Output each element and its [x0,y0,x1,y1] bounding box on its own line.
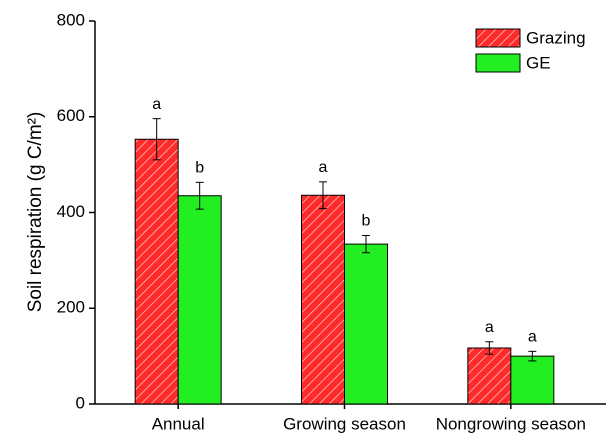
significance-letter: a [485,319,494,336]
bar [301,194,345,405]
y-tick-label: 400 [57,202,85,221]
error-bar [195,181,204,210]
y-axis-label: Soil respiration (g C/m²) [25,112,46,313]
bar [467,347,512,405]
y-tick-label: 0 [76,393,85,412]
error-bar [485,341,494,355]
significance-letter: a [152,96,161,113]
x-tick-label: Growing season [283,414,406,433]
legend-label: Grazing [526,28,586,47]
error-bar [362,234,370,254]
y-tick-label: 800 [57,10,85,29]
significance-letter: a [528,329,537,346]
legend-swatch [475,53,521,73]
x-tick-label: Nongrowing season [436,414,586,433]
bar [177,195,222,405]
bar [344,243,388,405]
error-bar [319,181,327,210]
bar [510,355,555,405]
x-tick-label: Annual [152,414,205,433]
legend-label: GE [526,53,551,72]
y-tick-label: 600 [57,106,85,125]
significance-letter: b [195,160,204,177]
error-bar [152,118,161,161]
bar [134,138,179,405]
legend-swatch [475,28,521,48]
significance-letter: a [319,159,328,176]
significance-letter: b [362,213,371,230]
error-bar [528,350,537,362]
y-tick-label: 200 [57,298,85,317]
